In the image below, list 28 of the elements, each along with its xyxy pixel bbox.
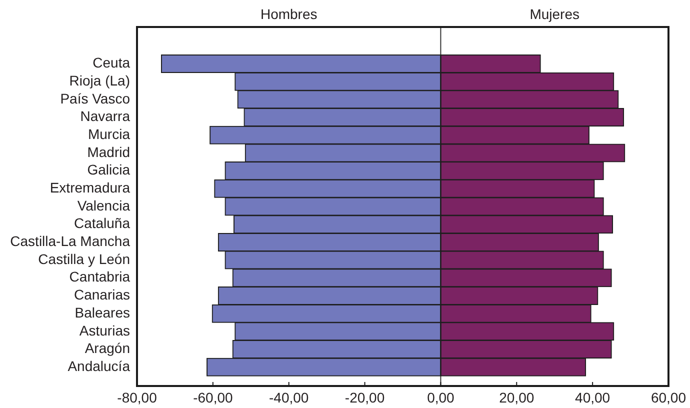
y-tick-label: Navarra <box>80 108 130 124</box>
y-tick-label: País Vasco <box>60 90 130 106</box>
y-tick-label: Asturias <box>79 322 130 338</box>
x-tick-label: 60,00 <box>650 389 686 406</box>
y-tick-label: Canarias <box>74 286 130 303</box>
x-tick-label: 40,00 <box>575 389 610 406</box>
text: Mujeres <box>530 6 580 22</box>
y-tick-label: Baleares <box>74 304 130 320</box>
y-tick-label: Cantabria <box>69 268 130 285</box>
y-tick-label: Ceuta <box>92 54 130 71</box>
y-tick-label: Madrid <box>87 144 130 160</box>
y-tick-label: Rioja (La) <box>69 72 130 88</box>
y-tick-label: Cataluña <box>74 215 130 232</box>
y-tick-label: Galicia <box>87 162 130 178</box>
text: Hombres <box>260 6 318 22</box>
y-tick-label: Extremadura <box>50 180 130 196</box>
x-tick-label: 20,00 <box>499 389 534 406</box>
y-tick-label: Castilla-La Mancha <box>10 233 130 250</box>
y-tick-label: Murcia <box>88 126 130 142</box>
y-tick-label: Aragón <box>84 340 130 356</box>
x-tick-label: -60,00 <box>193 389 233 406</box>
x-tick-label: 0,00 <box>427 389 455 406</box>
x-tick-label: -20,00 <box>344 389 385 406</box>
y-tick-label: Andalucía <box>68 358 130 374</box>
x-tick-label: -80,00 <box>117 389 158 406</box>
y-tick-label: Valencia <box>77 197 130 214</box>
x-tick-label: -40,00 <box>269 389 309 406</box>
y-tick-label: Castilla y León <box>38 250 130 267</box>
